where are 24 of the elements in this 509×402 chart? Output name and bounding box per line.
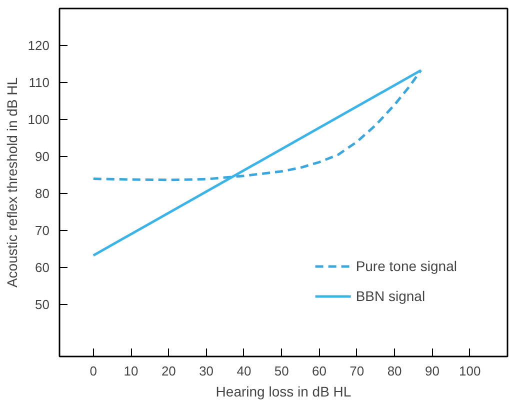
y-axis-title: Acoustic reflex threshold in dB HL [4,77,20,288]
x-axis-title: Hearing loss in dB HL [216,384,352,400]
x-tick-label: 90 [424,364,440,378]
x-tick-label: 60 [312,364,327,378]
y-tick-label: 80 [35,186,50,202]
line-series [92,69,422,182]
legend-label: BBN signal [356,288,426,304]
legend-label: Pure tone signal [356,258,457,274]
x-tick-label: 0 [90,364,97,378]
x-tick-label: 10 [124,364,138,378]
x-tick-label: 80 [387,364,402,378]
y-tick-label: 60 [35,260,50,276]
y-tick-label: 120 [28,38,50,54]
y-tick-label: 50 [35,297,50,312]
y-tick-label: 70 [35,223,50,238]
x-tick-label: 50 [274,364,289,378]
y-tick-label: 100 [28,112,50,128]
x-tick-label: 100 [459,364,481,378]
y-tick-label: 90 [35,149,50,164]
x-tick-label: 70 [350,364,364,378]
y-tick-label: 110 [28,75,50,90]
x-tick-label: 30 [199,364,214,378]
x-tick-label: 40 [236,364,252,378]
x-tick-label: 20 [161,364,176,378]
